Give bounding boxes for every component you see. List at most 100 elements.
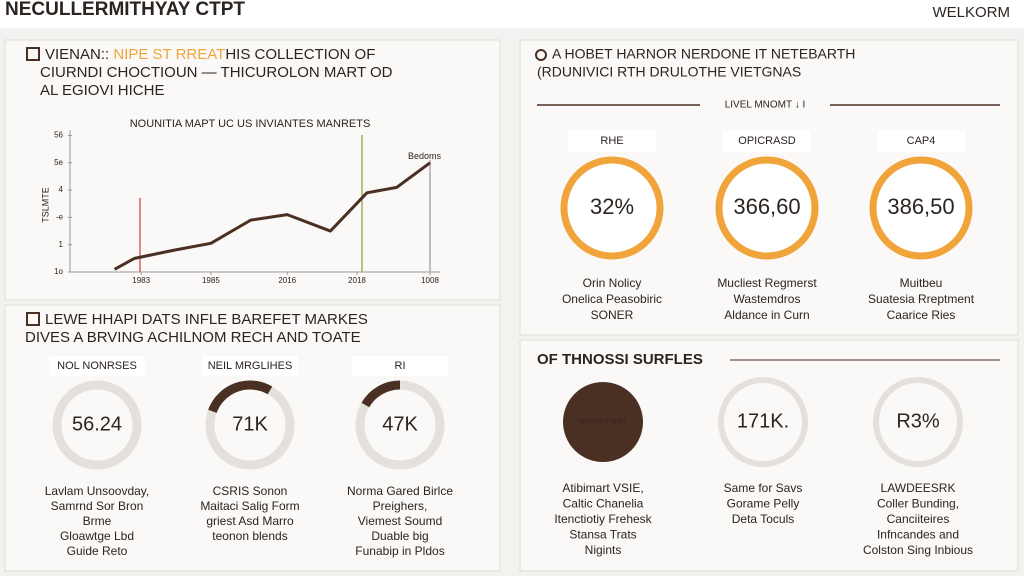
gauge-desc: Samrnd Sor Bron <box>51 499 144 513</box>
y-tick-label: 5e <box>54 158 63 167</box>
panel-title: VIENAN:: NIPE ST RREATHIS COLLECTION OF <box>45 46 375 63</box>
stat-desc: Caarice Ries <box>887 308 956 322</box>
stat-desc: Muitbeu <box>900 276 943 290</box>
stat-value: 32% <box>590 194 634 219</box>
stat-ring <box>715 156 819 260</box>
gauge-label: RI <box>395 360 406 372</box>
panel-title: A HOBET HARNOR NERDONE IT NETEBARTH <box>552 46 855 62</box>
panel-title: AL EGIOVI HICHE <box>40 82 164 99</box>
stat-desc: SONER <box>591 308 634 322</box>
y-axis-label: TSLMTE <box>40 187 50 223</box>
panel-title: DIVES A BRVING ACHILNOM RECH AND TOATE <box>25 329 361 346</box>
gauge-desc: Guide Reto <box>67 544 128 558</box>
gauge-desc: Maitaci Salig Form <box>200 499 299 513</box>
gauge-desc: CSRIS Sonon <box>213 484 288 498</box>
gauge-label: NEIL MRGLIHES <box>208 360 293 372</box>
stat-desc: Mucliest Regmerst <box>717 276 817 290</box>
label-chip <box>700 97 830 113</box>
gauge-desc: griest Asd Marro <box>206 514 294 528</box>
stat-desc: Infncandes and <box>877 528 959 542</box>
y-tick-label: 4 <box>59 185 64 194</box>
panel-title: CIURNDI CHOCTIOUN — THICUROLON MART OD <box>40 64 393 81</box>
stat-desc: Canciiteires <box>887 512 950 526</box>
stat-ring <box>873 377 963 467</box>
stat-desc: Onelica Peasobiric <box>562 292 662 306</box>
subtitle: LIVEL MNOMT ↓ I <box>725 100 806 111</box>
gauge-desc: Lavlam Unsoovday, <box>45 484 150 498</box>
stat-desc: Atibimart VSIE, <box>562 481 643 495</box>
label-chip <box>202 356 298 376</box>
stat-desc: Caltic Chanelia <box>563 497 644 511</box>
stat-desc: LAWDEESRK <box>881 481 956 495</box>
y-tick-label: -e <box>56 212 64 221</box>
gauge-value: 47K <box>382 413 418 435</box>
panel <box>4 304 501 572</box>
stat-desc: Itenctiotiy Frehesk <box>554 512 652 526</box>
gauge-desc: Duable big <box>371 529 428 543</box>
gauge-desc: Norma Gared Birlce <box>347 484 453 498</box>
gauge-desc: Gloawtge Lbd <box>60 529 134 543</box>
y-tick-label: 1 <box>59 240 64 249</box>
stat-ring <box>718 377 808 467</box>
stat-desc: Wastemdros <box>734 292 801 306</box>
panel <box>4 39 501 301</box>
x-tick-label: 1985 <box>202 276 220 285</box>
gauge-arc <box>361 380 401 408</box>
label-chip <box>723 130 811 152</box>
gauge-arc <box>208 380 273 414</box>
label-chip <box>49 356 145 376</box>
stat-ring <box>560 156 664 260</box>
series-label: Bedoms <box>408 151 442 161</box>
label-chip <box>352 356 448 376</box>
gauge-desc: Viemest Soumd <box>358 514 443 528</box>
y-tick-label: 1o <box>54 267 63 276</box>
stat-disc <box>563 382 643 462</box>
label-chip <box>568 130 656 152</box>
stat-desc: Suatesia Rreptment <box>868 292 975 306</box>
line <box>113 161 431 271</box>
x-tick-label: 1983 <box>132 276 150 285</box>
x-tick-label: 1008 <box>421 276 439 285</box>
gauge-label: NOL NONRSES <box>57 360 137 372</box>
label-chip <box>877 130 965 152</box>
stat-ring <box>869 156 973 260</box>
circle-label: RHE <box>600 135 623 147</box>
page-title: NECULLERMITHYAY CTPT <box>5 0 245 20</box>
icon <box>26 312 40 326</box>
stat-value: 366,60 <box>733 194 800 219</box>
stat-desc: Gorame Pelly <box>727 497 800 511</box>
y-tick-label: 56 <box>54 131 63 140</box>
circle-label: OPICRASD <box>738 135 796 147</box>
stat-value: 386,50 <box>887 194 954 219</box>
panel-title: OF THNOSSI SURFLES <box>537 351 703 368</box>
gauge-desc: Funabip in Pldos <box>355 544 444 558</box>
panel-title: (RDUNIVICI RTH DRULOTHE VIETGNAS <box>537 64 801 80</box>
stat-desc: Nigints <box>585 543 622 557</box>
chart-title: NOUNITIA MAPT UC US INVIANTES MANRETS <box>130 118 371 130</box>
gauge-ring <box>52 380 142 470</box>
stat-desc: Coller Bunding, <box>877 497 959 511</box>
header-bar <box>0 0 1024 28</box>
x-tick-label: 2018 <box>348 276 366 285</box>
stat-value: R3% <box>896 410 940 432</box>
stat-desc: Same for Savs <box>724 481 803 495</box>
x-tick-label: 2016 <box>278 276 296 285</box>
circle-label: CAP4 <box>907 135 936 147</box>
stat-desc: Deta Toculs <box>732 512 794 526</box>
gauge-desc: Preighers, <box>373 499 428 513</box>
gauge-desc: Brme <box>83 514 112 528</box>
gauge-desc: teonon blends <box>212 529 287 543</box>
gauge-value: 71K <box>232 413 268 435</box>
stat-value: 171K. <box>737 410 789 432</box>
stat-desc: Colston Sing Inbious <box>863 543 973 557</box>
stat-desc: Stansa Trats <box>569 528 636 542</box>
icon <box>26 47 40 61</box>
nav-link[interactable]: WELKORM <box>932 4 1010 21</box>
stat-desc: Orin Nolicy <box>583 276 642 290</box>
panel-title: LEWE HHAPI DATS INFLE BAREFET MARKES <box>45 311 368 328</box>
stat-desc: Aldance in Curn <box>724 308 809 322</box>
gauge-value: 56.24 <box>72 413 122 435</box>
icon <box>535 49 547 61</box>
stat-value: MAOCHET RHET <box>579 420 627 426</box>
